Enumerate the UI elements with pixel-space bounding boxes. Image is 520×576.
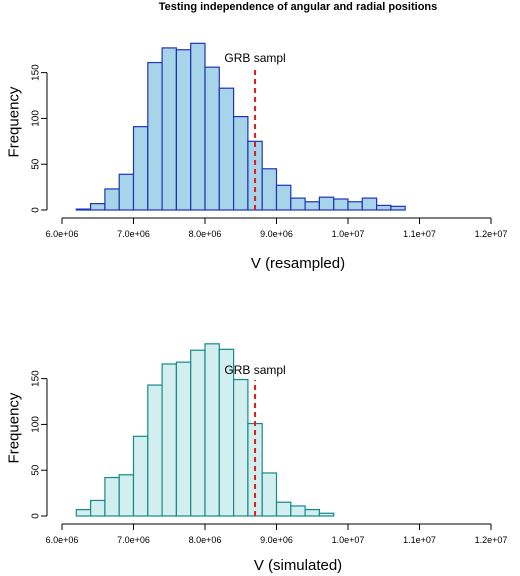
histogram-bar	[75, 208, 92, 211]
histogram-resampled: 6.0e+06 7.0e+06 8.0e+06 9.0e+06 1.0e+07 1.1e+…	[6, 42, 508, 272]
y-tick-label: 150	[31, 370, 42, 387]
histogram-bar	[75, 508, 92, 517]
histogram-bar	[89, 202, 106, 211]
histogram-bar	[318, 512, 335, 517]
x-tick-label: 6.0e+06	[46, 535, 79, 545]
histogram-simulated: 6.0e+06 7.0e+06 8.0e+06 9.0e+06 1.0e+07 1.1e+…	[6, 343, 508, 574]
histogram-bar	[333, 198, 349, 211]
y-tick-label: 0	[31, 513, 42, 519]
x-tick-label: 9.0e+06	[260, 535, 293, 545]
x-tick-label: 1.1e+07	[403, 229, 436, 239]
histogram-bar	[290, 197, 306, 211]
x-tick-label: 1.0e+07	[332, 229, 365, 239]
x-axis-label: V (simulated)	[254, 557, 342, 574]
histogram-bar	[390, 205, 406, 211]
histogram-bar	[275, 501, 292, 517]
figure-title: Testing independence of angular and radi…	[159, 1, 438, 13]
histogram-bar	[175, 361, 192, 517]
x-tick-label: 8.0e+06	[189, 229, 222, 239]
histogram-bar	[261, 472, 278, 517]
histogram-bar	[118, 173, 135, 211]
histogram-bar	[204, 66, 220, 211]
reference-line-label: GRB sampl	[224, 363, 285, 377]
histogram-bar	[361, 197, 378, 211]
y-axis-label: Frequency	[6, 392, 23, 463]
histogram-bar	[218, 87, 235, 211]
histogram-bar	[190, 42, 206, 211]
x-tick-label: 8.0e+06	[189, 535, 222, 545]
y-tick-label: 50	[31, 158, 42, 170]
histogram-bar	[132, 435, 149, 517]
histogram-bar	[89, 499, 106, 517]
x-tick-label: 9.0e+06	[260, 229, 293, 239]
histogram-bar	[376, 204, 392, 211]
histogram-bar	[132, 126, 149, 211]
histogram-bar	[118, 474, 135, 517]
histogram-bar	[304, 508, 321, 517]
histogram-bar	[175, 49, 192, 211]
histogram-bar	[161, 363, 178, 517]
y-tick-label: 0	[31, 207, 42, 213]
x-tick-label: 1.2e+07	[475, 535, 508, 545]
x-tick-label: 1.1e+07	[403, 535, 436, 545]
histogram-bar	[147, 384, 163, 517]
y-tick-label: 50	[31, 464, 42, 476]
histogram-bar	[304, 201, 321, 211]
histogram-bar	[233, 378, 249, 517]
x-tick-label: 1.0e+07	[332, 535, 365, 545]
histogram-bar	[261, 168, 278, 211]
histogram-bar	[147, 61, 163, 211]
reference-line-label: GRB sampl	[224, 51, 285, 65]
histogram-bar	[318, 196, 335, 211]
histogram-bar	[190, 349, 206, 517]
y-axis-label: Frequency	[6, 86, 23, 157]
x-tick-label: 1.2e+07	[475, 229, 508, 239]
histogram-bar	[275, 184, 292, 211]
y-tick-label: 100	[31, 110, 42, 127]
x-tick-label: 6.0e+06	[46, 229, 79, 239]
y-tick-label: 100	[31, 416, 42, 433]
x-tick-label: 7.0e+06	[117, 535, 150, 545]
histogram-bar	[290, 505, 306, 517]
histogram-bar	[204, 343, 220, 517]
histogram-bar	[104, 188, 120, 211]
histogram-bar	[233, 115, 249, 211]
histogram-bar	[104, 476, 120, 517]
x-axis-label: V (resampled)	[251, 255, 345, 272]
y-tick-label: 150	[31, 64, 42, 81]
histogram-bar	[161, 47, 178, 211]
x-tick-label: 7.0e+06	[117, 229, 150, 239]
histogram-bar	[347, 201, 363, 211]
